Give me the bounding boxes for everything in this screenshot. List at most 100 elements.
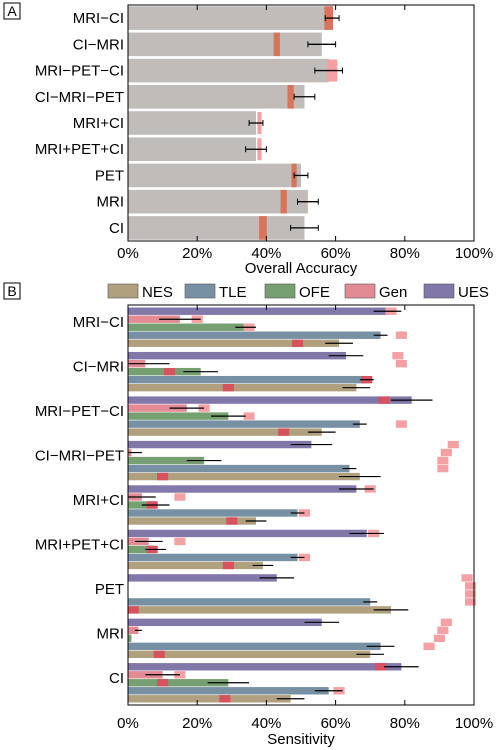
panel-b-chance-mark-tle [423,642,435,651]
panel-b-chance-mark-gen [437,626,449,635]
panel-a-category-label: CI−MRI [73,36,124,53]
panel-b-category-label: PET [95,581,124,598]
panel-b-bar-tle [128,375,367,384]
panel-b-bar-nes [128,517,257,525]
b-x-tick-label: 0% [117,715,139,732]
panel-b-chance-mark-tle [395,331,407,339]
panel-a-category-label: CI−MRI−PET [35,89,124,106]
panel-b-bar-nes [128,472,360,481]
panel-b-bar-ues [128,440,312,449]
panel-a-bar [128,163,301,188]
panel-b-chance-mark-ofe [465,590,477,598]
panel-a-category-label: MRI+PET+CI [35,141,124,158]
panel-b-chance-mark-nes [222,383,234,392]
panel-b-bar-ues [128,485,357,493]
panel-b-plot-border [127,304,475,706]
panel-a-bar [128,137,257,162]
panel-b-chance-mark-tle [437,464,449,473]
panel-a-category-label: MRI−CI [73,10,124,27]
panel-b-bar-nes [128,650,371,659]
panel-a-bars [128,6,333,240]
b-x-tick-label: 20% [182,715,212,732]
panel-b-category-label: MRI−CI [73,314,124,331]
panel-b-bar-tle [128,331,381,339]
panel-b-chance-mark-gen [465,582,477,590]
panel-a-chance-mark [273,32,280,57]
panel-b-chance-mark-tle [298,553,310,562]
panel-b-bar-gen [128,626,139,635]
legend-swatch-ofe [264,283,296,299]
panel-a-chance-mark [287,84,294,109]
panel-a-ticks [127,5,475,241]
a-x-tick-label: 0% [117,245,139,262]
panel-b-chance-mark-gen [395,359,407,368]
panel-a-category-label: MRI−PET−CI [35,63,124,80]
panel-a-bar [128,32,322,57]
panel-b-bar-ofe [128,545,156,554]
panel-b-category-label: MRI−PET−CI [35,403,124,420]
legend-label-ofe: OFE [299,284,330,301]
a-x-tick-label: 20% [182,245,212,262]
panel-b-chance-mark-nes [127,606,139,614]
panel-a-label-box [3,2,21,20]
panel-b-bar-tle [128,509,298,517]
panel-a-category-label: CI [109,220,124,237]
panel-b-bar-nes [128,428,322,436]
panel-b-ticks [127,305,475,705]
panel-b-chance-mark-ues [392,351,404,360]
panel-b-chance-mark-ofe [437,456,449,465]
b-x-tick-label: 80% [390,715,420,732]
panel-b-bar-ues [128,307,388,315]
panel-b-bar-tle [128,687,329,695]
legend-label-ues: UES [458,284,489,301]
panel-b-category-label: MRI+CI [73,492,124,509]
panel-a-category-label: MRI [97,194,125,211]
panel-a-bar [128,111,257,135]
panel-b-bar-tle [128,642,381,651]
panel-b-bar-nes [128,383,357,392]
legend-swatch-gen [344,283,376,299]
panel-a-category-labels: MRI−CI CI−MRI MRI−PET−CI CI−MRI−PET MRI+CI MR… [35,10,124,237]
panel-b-x-axis-label: Sensitivity [267,731,335,748]
a-x-tick-label: 100% [455,245,493,262]
panel-b-bar-ofe [128,323,246,331]
panel-b-chance-mark-nes [226,517,238,525]
panel-b-bar-nes [128,339,340,347]
panel-a-x-axis-label: Overall Accuracy [245,260,358,277]
a-x-tick-label: 80% [390,245,420,262]
panel-b-bar-ofe [128,412,229,420]
legend-label-gen: Gen [379,284,407,301]
panel-b-bar-ofe [128,456,205,465]
panel-a-category-label: MRI+CI [73,115,124,132]
panel-b-chance-mark-nes [219,695,231,703]
panel-b-chance-mark-ofe [157,679,169,687]
panel-b-chance-mark-ofe [163,367,176,376]
panel-b-chance-mark-nes [292,339,304,347]
panel-b-legend: NES TLE OFE Gen UES [107,283,489,301]
panel-a-error-bars [245,15,344,231]
panel-a-chance-mark [259,216,267,240]
panel-a: A MRI−CI CI−MRI MRI−PET−CI CI−MRI−PET MRI+CI… [3,2,493,277]
panel-b-chance-mark-ues [440,618,452,627]
panel-b-bar-ues [128,396,412,404]
panel-b-bar-nes [128,561,263,570]
legend-swatch-ues [423,283,455,299]
panel-a-plot-border [127,4,475,242]
panel-a-bar [128,84,305,109]
panel-a-bar [128,216,305,240]
panel-b-bar-nes [128,695,291,703]
panel-b-chance-mark-tle [298,509,310,517]
legend-label-nes: NES [142,284,173,301]
panel-b-x-tick-labels: 0% 20% 40% 60% 80% 100% [117,715,493,732]
panel-b-bar-ues [128,574,277,582]
panel-b-category-label: MRI+PET+CI [35,536,124,553]
panel-a-label: A [7,3,17,19]
panel-b-chance-mark-nes [222,561,234,570]
panel-b-label-box [3,282,21,300]
panel-b-chance-mark-ofe [243,412,255,420]
panel-b-bar-ues [128,351,346,360]
panel-b-chance-mark-ues [375,663,387,671]
panel-b-chance-mark-gen [174,537,186,546]
panel-b-chance-mark-ofe [433,634,445,643]
panel-b-chance-mark-nes [278,428,290,436]
